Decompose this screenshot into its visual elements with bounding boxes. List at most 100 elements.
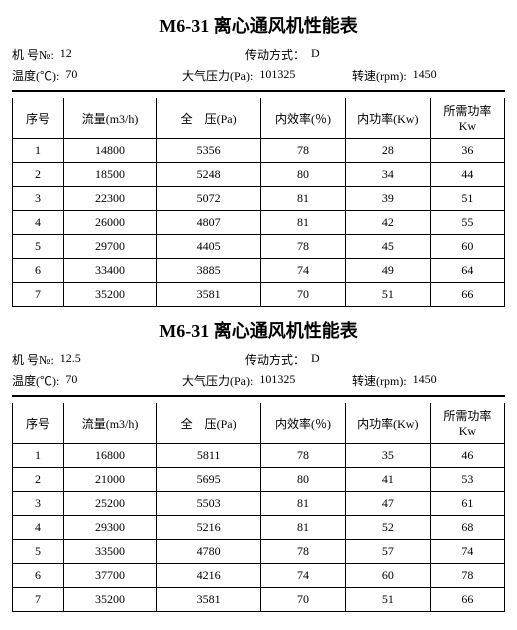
speed-label: 转速(rpm): (352, 372, 407, 389)
table-cell: 80 (261, 163, 346, 187)
table-cell: 35 (345, 444, 430, 468)
table-cell: 68 (430, 516, 504, 540)
table-cell: 78 (430, 564, 504, 588)
table-row: 3252005503814761 (13, 492, 505, 516)
table-row: 6334003885744964 (13, 259, 505, 283)
table-cell: 70 (261, 588, 346, 612)
speed-value: 1450 (413, 372, 443, 389)
table-cell: 74 (430, 540, 504, 564)
column-header: 内功率(Kw) (345, 403, 430, 444)
table-cell: 3 (13, 492, 64, 516)
table-row: 4260004807814255 (13, 211, 505, 235)
table-cell: 37700 (63, 564, 156, 588)
table-cell: 51 (345, 588, 430, 612)
table-cell: 51 (345, 283, 430, 307)
table-cell: 81 (261, 211, 346, 235)
table-cell: 21000 (63, 468, 156, 492)
table-cell: 4216 (157, 564, 261, 588)
table-cell: 18500 (63, 163, 156, 187)
table-cell: 3581 (157, 283, 261, 307)
table-cell: 45 (345, 235, 430, 259)
table-cell: 41 (345, 468, 430, 492)
table-row: 5297004405784560 (13, 235, 505, 259)
drive-value: D (311, 351, 341, 368)
machine-label: 机 号№: (12, 351, 54, 368)
table-cell: 14800 (63, 139, 156, 163)
table-cell: 4405 (157, 235, 261, 259)
table-cell: 6 (13, 564, 64, 588)
table-cell: 78 (261, 540, 346, 564)
table-cell: 3 (13, 187, 64, 211)
table-cell: 4807 (157, 211, 261, 235)
pressure-label: 大气压力(Pa): (182, 67, 253, 84)
table-cell: 70 (261, 283, 346, 307)
table-cell: 57 (345, 540, 430, 564)
table-cell: 52 (345, 516, 430, 540)
table-cell: 5248 (157, 163, 261, 187)
pressure-label: 大气压力(Pa): (182, 372, 253, 389)
table-row: 3223005072813951 (13, 187, 505, 211)
table-cell: 81 (261, 516, 346, 540)
column-header: 所需功率Kw (430, 98, 504, 139)
column-header: 全 压(Pa) (157, 403, 261, 444)
drive-label: 传动方式： (245, 46, 305, 63)
table-cell: 66 (430, 588, 504, 612)
table-row: 7352003581705166 (13, 588, 505, 612)
table-cell: 5 (13, 235, 64, 259)
table-cell: 61 (430, 492, 504, 516)
temp-label: 温度(℃): (12, 67, 59, 84)
table-cell: 4 (13, 211, 64, 235)
column-header: 所需功率Kw (430, 403, 504, 444)
table-cell: 5072 (157, 187, 261, 211)
table-cell: 60 (430, 235, 504, 259)
table-cell: 81 (261, 187, 346, 211)
table-cell: 53 (430, 468, 504, 492)
column-header: 内效率(％) (261, 403, 346, 444)
table-row: 5335004780785774 (13, 540, 505, 564)
table-cell: 3581 (157, 588, 261, 612)
table-cell: 33400 (63, 259, 156, 283)
drive-value: D (311, 46, 341, 63)
table-cell: 66 (430, 283, 504, 307)
table-row: 2210005695804153 (13, 468, 505, 492)
table-cell: 5811 (157, 444, 261, 468)
table-cell: 74 (261, 259, 346, 283)
table-cell: 81 (261, 492, 346, 516)
table-cell: 1 (13, 444, 64, 468)
column-header: 序号 (13, 403, 64, 444)
temp-label: 温度(℃): (12, 372, 59, 389)
machine-value: 12.5 (60, 351, 90, 368)
machine-label: 机 号№: (12, 46, 54, 63)
speed-label: 转速(rpm): (352, 67, 407, 84)
table-cell: 78 (261, 235, 346, 259)
table-cell: 5 (13, 540, 64, 564)
table-cell: 42 (345, 211, 430, 235)
column-header: 序号 (13, 98, 64, 139)
table-row: 6377004216746078 (13, 564, 505, 588)
table-cell: 80 (261, 468, 346, 492)
temp-value: 70 (65, 67, 95, 84)
table-cell: 78 (261, 139, 346, 163)
section-title: M6-31 离心通风机性能表 (12, 317, 505, 343)
table-cell: 46 (430, 444, 504, 468)
table-cell: 51 (430, 187, 504, 211)
table-cell: 29700 (63, 235, 156, 259)
table-cell: 16800 (63, 444, 156, 468)
table-cell: 29300 (63, 516, 156, 540)
table-cell: 34 (345, 163, 430, 187)
table-cell: 7 (13, 283, 64, 307)
table-cell: 64 (430, 259, 504, 283)
table-cell: 78 (261, 444, 346, 468)
table-cell: 7 (13, 588, 64, 612)
table-row: 1168005811783546 (13, 444, 505, 468)
machine-value: 12 (60, 46, 90, 63)
table-cell: 47 (345, 492, 430, 516)
table-cell: 4 (13, 516, 64, 540)
table-cell: 36 (430, 139, 504, 163)
table-cell: 35200 (63, 588, 156, 612)
meta-block: 机 号№:12传动方式：D温度(℃):70大气压力(Pa):101325转速(r… (12, 46, 505, 88)
temp-value: 70 (65, 372, 95, 389)
table-cell: 55 (430, 211, 504, 235)
table-cell: 6 (13, 259, 64, 283)
table-row: 1148005356782836 (13, 139, 505, 163)
